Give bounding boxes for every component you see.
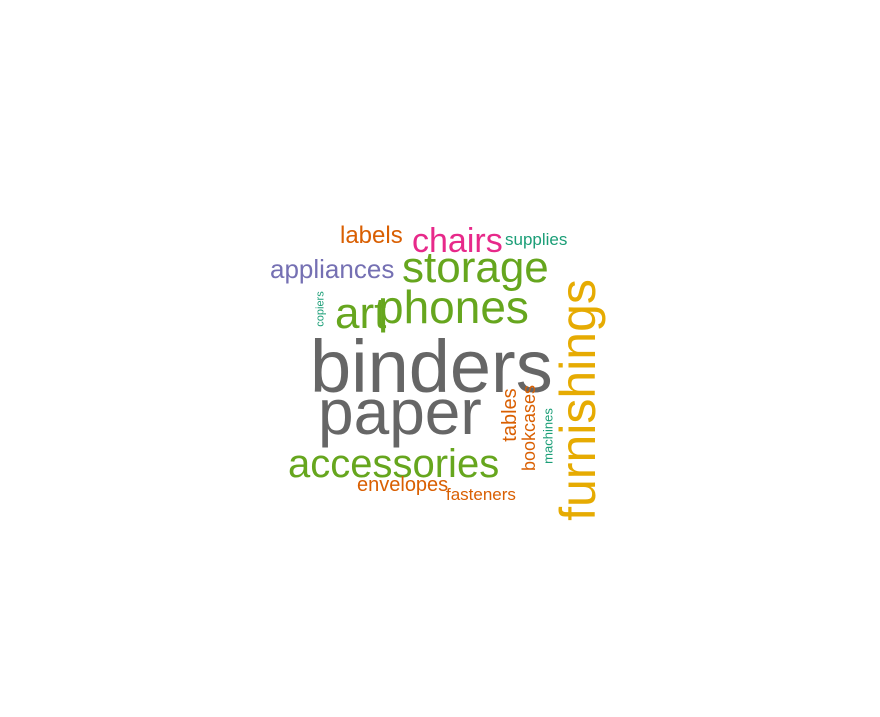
word-chairs: chairs (412, 222, 503, 260)
word-appliances: appliances (270, 254, 395, 284)
word-copiers: copiers (314, 291, 327, 327)
word-bookcases: bookcases (519, 384, 539, 472)
word-binders: binders (310, 325, 553, 408)
word-paper: paper (318, 376, 482, 448)
word-accessories: accessories (288, 442, 500, 486)
word-phones: phones (378, 281, 529, 333)
word-machines: machines (540, 408, 556, 464)
word-supplies: supplies (505, 230, 568, 249)
word-tables: tables (499, 388, 521, 442)
word-fasteners: fasteners (446, 485, 516, 504)
word-storage: storage (402, 243, 549, 292)
word-furnishings: furnishings (550, 279, 606, 521)
word-art: art (335, 289, 387, 338)
word-envelopes: envelopes (357, 474, 449, 496)
word-labels: labels (340, 222, 403, 249)
